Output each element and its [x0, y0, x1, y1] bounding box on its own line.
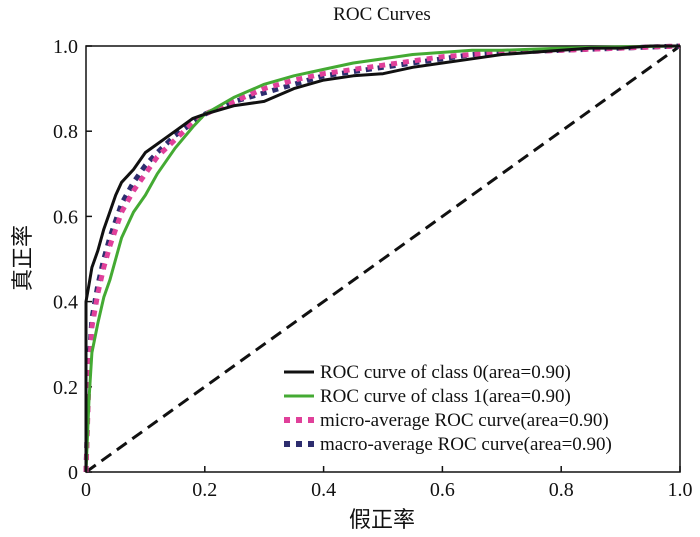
- x-tick-label: 0.8: [549, 479, 574, 501]
- plot-frame: [85, 45, 681, 473]
- legend-label-2: micro-average ROC curve(area=0.90): [320, 410, 609, 431]
- y-tick-label: 0.6: [53, 206, 78, 228]
- y-tick-label: 0: [68, 462, 78, 484]
- y-tick-label: 0.4: [53, 292, 78, 314]
- y-axis-label: 真正率: [10, 225, 35, 291]
- legend-label-3: macro-average ROC curve(area=0.90): [320, 434, 612, 455]
- legend-label-1: ROC curve of class 1(area=0.90): [320, 386, 571, 407]
- legend-background: [278, 358, 670, 460]
- x-axis-label: 假正率: [349, 507, 415, 532]
- plot-area: 0 0.2 0.4 0.6 0.8 1.0 0 0.2 0.4 0.6 0.8 1.0 ROC curv…: [53, 36, 693, 501]
- chance-diagonal-line: [85, 44, 681, 474]
- y-tick-label: 1.0: [53, 36, 78, 58]
- legend-label-0: ROC curve of class 0(area=0.90): [320, 362, 571, 383]
- x-tick-label: 0.4: [311, 479, 336, 501]
- x-tick-label: 0: [81, 479, 91, 501]
- x-tick-label: 0.2: [192, 479, 217, 501]
- legend: ROC curve of class 0(area=0.90) ROC curve…: [278, 358, 670, 460]
- y-tick-label: 0.8: [53, 121, 78, 143]
- y-tick-label: 0.2: [53, 377, 78, 399]
- series-line-0: [84, 44, 680, 472]
- chart-title: ROC Curves: [333, 4, 431, 25]
- x-tick-label: 1.0: [668, 479, 693, 501]
- x-tick-label: 0.6: [430, 479, 455, 501]
